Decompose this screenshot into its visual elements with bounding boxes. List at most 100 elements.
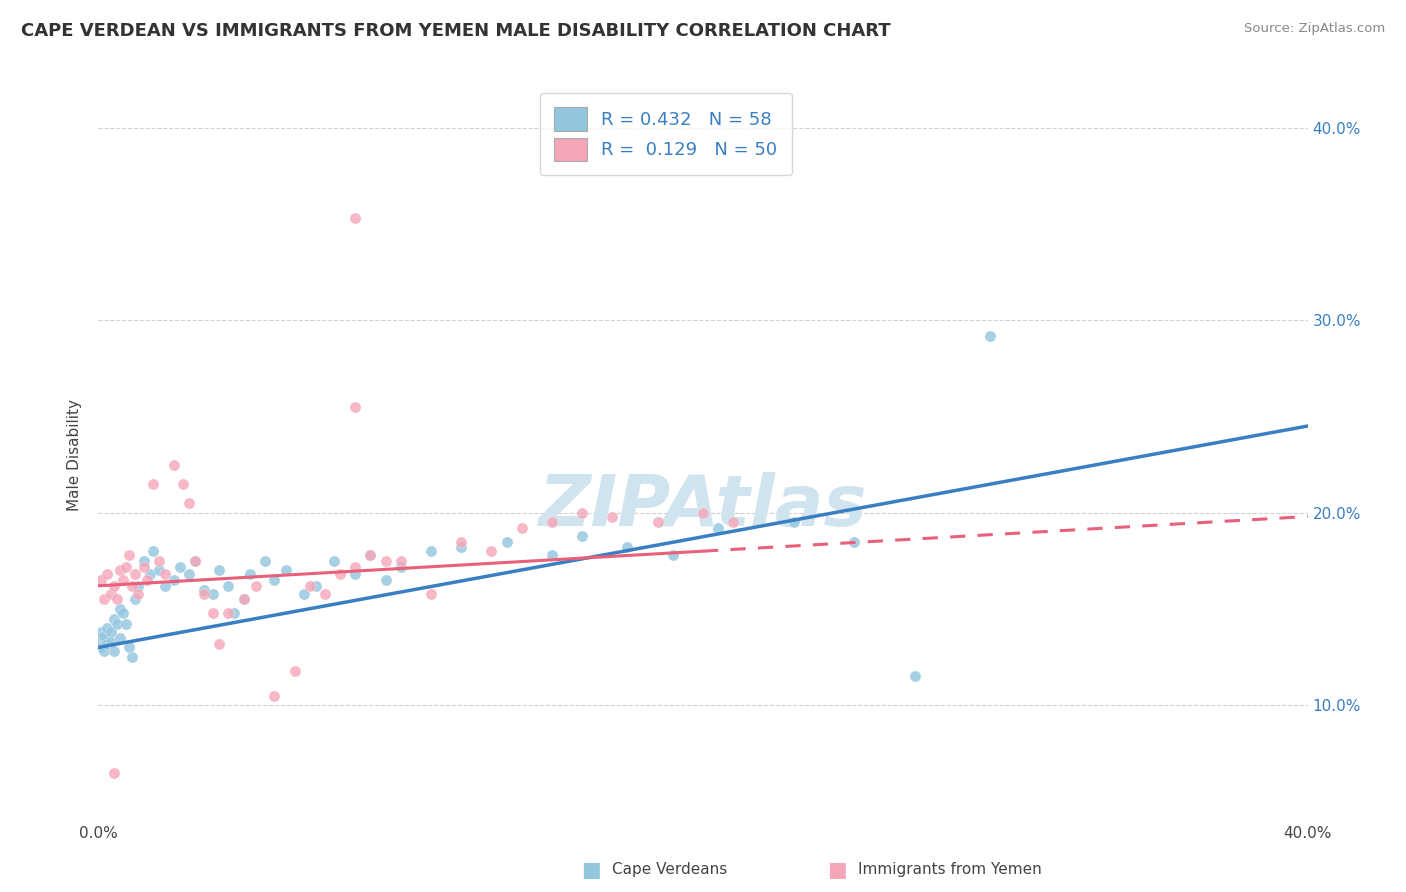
Point	[103, 579, 125, 593]
Point	[305, 579, 328, 593]
Point	[135, 573, 157, 587]
Point	[692, 506, 714, 520]
Text: Source: ZipAtlas.com: Source: ZipAtlas.com	[1244, 22, 1385, 36]
Point	[783, 516, 806, 530]
Point	[263, 573, 285, 587]
Point	[142, 476, 165, 491]
Point	[114, 559, 136, 574]
Point	[96, 621, 118, 635]
Point	[108, 631, 131, 645]
Point	[510, 521, 533, 535]
Point	[111, 606, 134, 620]
Point	[148, 554, 170, 568]
Point	[263, 689, 285, 703]
Point	[208, 636, 231, 650]
Point	[245, 579, 267, 593]
Point	[184, 554, 207, 568]
Point	[389, 559, 412, 574]
Point	[103, 611, 125, 625]
Point	[193, 582, 215, 597]
Point	[124, 567, 146, 582]
Point	[844, 534, 866, 549]
Point	[540, 548, 562, 562]
Point	[374, 554, 396, 568]
Point	[202, 606, 225, 620]
Point	[202, 586, 225, 600]
Point	[344, 559, 367, 574]
Point	[193, 586, 215, 600]
Point	[108, 602, 131, 616]
Point	[127, 579, 149, 593]
Point	[224, 606, 246, 620]
Point	[904, 669, 927, 683]
Point	[96, 567, 118, 582]
Point	[103, 644, 125, 658]
Point	[93, 629, 115, 643]
Text: Cape Verdeans: Cape Verdeans	[612, 863, 727, 877]
Legend: R = 0.432   N = 58, R =  0.129   N = 50: R = 0.432 N = 58, R = 0.129 N = 50	[540, 93, 792, 176]
Point	[153, 579, 176, 593]
Point	[179, 567, 201, 582]
Point	[127, 586, 149, 600]
Point	[121, 579, 143, 593]
Point	[118, 640, 141, 655]
Point	[232, 592, 254, 607]
Point	[103, 765, 125, 780]
Point	[232, 592, 254, 607]
Text: ■: ■	[581, 860, 600, 880]
Point	[93, 644, 115, 658]
Point	[179, 496, 201, 510]
Point	[344, 400, 367, 414]
Point	[118, 548, 141, 562]
Point	[105, 617, 128, 632]
Point	[111, 573, 134, 587]
Point	[647, 516, 669, 530]
Point	[121, 650, 143, 665]
Point	[239, 567, 262, 582]
Point	[661, 548, 683, 562]
Point	[323, 554, 346, 568]
Point	[142, 544, 165, 558]
Point	[132, 559, 155, 574]
Point	[344, 211, 367, 226]
Point	[148, 563, 170, 577]
Point	[389, 554, 412, 568]
Text: Immigrants from Yemen: Immigrants from Yemen	[858, 863, 1042, 877]
Point	[616, 541, 638, 555]
Point	[329, 567, 352, 582]
Point	[344, 567, 367, 582]
Point	[90, 573, 112, 587]
Point	[420, 544, 443, 558]
Point	[208, 563, 231, 577]
Point	[374, 573, 396, 587]
Text: ZIPAtlas: ZIPAtlas	[538, 472, 868, 541]
Point	[299, 579, 322, 593]
Point	[100, 586, 122, 600]
Point	[184, 554, 207, 568]
Point	[132, 554, 155, 568]
Point	[108, 563, 131, 577]
Point	[114, 617, 136, 632]
Point	[169, 559, 191, 574]
Point	[450, 534, 472, 549]
Point	[100, 625, 122, 640]
Point	[139, 567, 162, 582]
Point	[571, 506, 593, 520]
Point	[105, 592, 128, 607]
Point	[360, 548, 382, 562]
Point	[979, 328, 1001, 343]
Point	[481, 544, 503, 558]
Point	[124, 592, 146, 607]
Text: CAPE VERDEAN VS IMMIGRANTS FROM YEMEN MALE DISABILITY CORRELATION CHART: CAPE VERDEAN VS IMMIGRANTS FROM YEMEN MA…	[21, 22, 891, 40]
Text: ■: ■	[827, 860, 846, 880]
Point	[292, 586, 315, 600]
Point	[284, 664, 307, 678]
Point	[90, 640, 112, 655]
Point	[360, 548, 382, 562]
Point	[163, 458, 186, 472]
Point	[450, 541, 472, 555]
Point	[495, 534, 517, 549]
Point	[723, 516, 745, 530]
Point	[217, 579, 239, 593]
Point	[153, 567, 176, 582]
